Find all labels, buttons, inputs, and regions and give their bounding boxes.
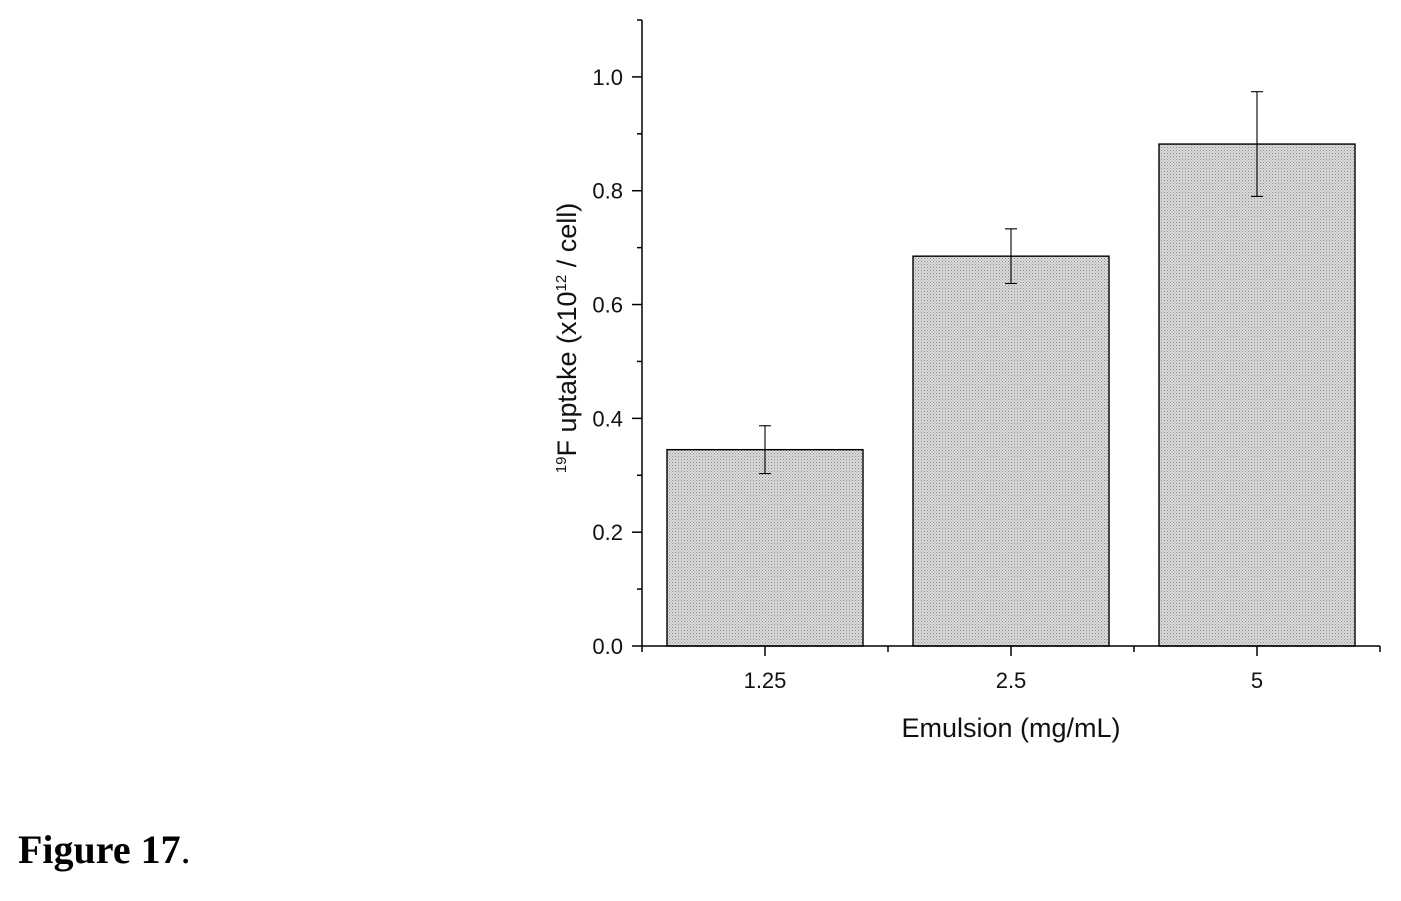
figure-caption-period: .: [180, 827, 191, 872]
x-tick-label: 5: [1251, 668, 1263, 693]
bar-5: [1158, 143, 1356, 647]
y-tick-label: 0.6: [592, 293, 623, 318]
x-axis-title: Emulsion (mg/mL): [901, 713, 1120, 743]
y-tick-label: 0.0: [592, 634, 623, 659]
y-axis-title-main: F uptake (x10: [552, 291, 582, 456]
figure-caption-label: Figure 17: [18, 827, 181, 872]
y-axis-title-superscript-isotope: 19: [553, 457, 570, 474]
bar-2.5: [912, 255, 1110, 647]
y-axis-title: 19F uptake (x1012 / cell): [552, 203, 582, 473]
plot-area: 0.0 0.2 0.4 0.6 0.8 1.0 1.25 2.5 5: [592, 19, 1381, 693]
y-tick-label: 0.8: [592, 179, 623, 204]
y-axis-title-superscript-exponent: 12: [553, 275, 570, 292]
y-tick-label: 0.4: [592, 406, 623, 431]
y-tick-label: 0.2: [592, 520, 623, 545]
x-tick-label: 1.25: [744, 668, 787, 693]
figure-caption: Figure 17.: [18, 826, 191, 873]
y-axis-title-unit: / cell): [552, 203, 582, 275]
bar-1.25: [666, 448, 864, 647]
y-tick-label: 1.0: [592, 65, 623, 90]
x-tick-label: 2.5: [996, 668, 1027, 693]
